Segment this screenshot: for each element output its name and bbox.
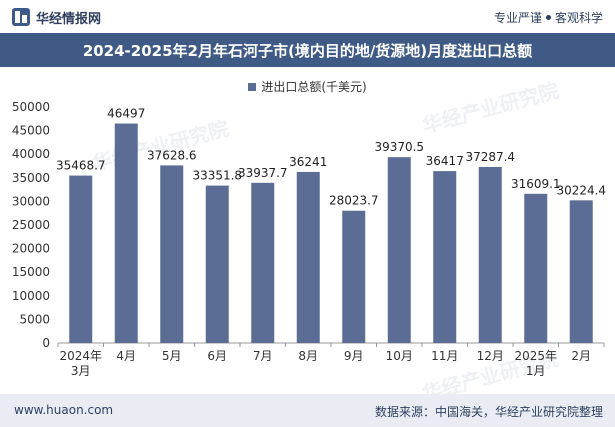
y-tick-label: 40000 [12, 147, 50, 161]
footer: www.huaon.com 数据来源：中国海关，华经产业研究院整理 [0, 394, 615, 427]
bar [387, 157, 411, 343]
bar-value-label: 46497 [107, 107, 145, 121]
x-tick-label: 5月 [162, 349, 182, 363]
bar-value-label: 31609.1 [511, 177, 561, 191]
bar-value-label: 30224.4 [556, 183, 606, 197]
y-tick-label: 15000 [12, 265, 50, 279]
x-tick-label: 12月 [477, 349, 504, 363]
x-tick-label-line: 5月 [162, 349, 182, 363]
tagline: 专业严谨 客观科学 [494, 9, 603, 26]
x-tick-label: 2024年 3月 [59, 349, 102, 378]
legend-swatch [248, 82, 257, 91]
x-tick-label-line: 1月 [526, 364, 546, 378]
x-tick-label-line: 6月 [207, 349, 227, 363]
y-tick-label: 45000 [12, 124, 50, 138]
bar [114, 123, 138, 343]
bar-value-label: 28023.7 [329, 194, 379, 208]
bar [296, 171, 320, 343]
bar [251, 182, 275, 343]
x-tick-label: 9月 [344, 349, 364, 363]
bar-value-label: 36241 [289, 155, 327, 169]
y-tick-label: 10000 [12, 289, 50, 303]
x-tick-label-line: 4月 [116, 349, 136, 363]
x-tick-label: 6月 [207, 349, 227, 363]
bar-value-label: 37628.6 [147, 148, 197, 162]
x-tick-label: 10月 [386, 349, 413, 363]
x-tick-label-line: 2025年 [514, 349, 557, 363]
y-tick-label: 35000 [12, 171, 50, 185]
footer-website[interactable]: www.huaon.com [14, 403, 114, 417]
top-bar: 华经情报网 专业严谨 客观科学 [0, 0, 615, 33]
bar-value-label: 33351.8 [192, 169, 242, 183]
bar [433, 171, 457, 343]
x-tick-label: 8月 [298, 349, 318, 363]
x-tick-label: 2025年 1月 [514, 349, 557, 378]
y-tick-label: 50000 [12, 100, 50, 114]
bar-value-label: 39370.5 [374, 140, 424, 154]
bar [69, 175, 93, 343]
bar [205, 185, 229, 343]
x-tick-label: 7月 [253, 349, 273, 363]
bar [569, 200, 593, 343]
x-tick-label-line: 9月 [344, 349, 364, 363]
x-tick-label-line: 3月 [71, 364, 91, 378]
x-tick-label-line: 11月 [431, 349, 458, 363]
x-tick-label: 11月 [431, 349, 458, 363]
bar [160, 165, 184, 343]
bar-value-label: 35468.7 [56, 159, 106, 173]
footer-source: 数据来源：中国海关，华经产业研究院整理 [374, 405, 603, 419]
chart-title: 2024-2025年2月年石河子市(境内目的地/货源地)月度进出口总额 [0, 33, 615, 67]
bar-chart: 0 5000 10000 15000 20000 25000 30000 35000 40000… [12, 100, 606, 378]
bar [342, 210, 366, 343]
y-tick-label: 30000 [12, 194, 50, 208]
y-tick-label: 25000 [12, 218, 50, 232]
x-tick-label-line: 12月 [477, 349, 504, 363]
x-tick-label-line: 10月 [386, 349, 413, 363]
legend: 进出口总额(千美元) [0, 78, 615, 95]
tagline-left: 专业严谨 [493, 11, 542, 25]
x-tick-label-line: 8月 [298, 349, 318, 363]
x-tick-label-line: 2月 [571, 349, 591, 363]
tagline-right: 客观科学 [554, 11, 603, 25]
brand-logo-icon [12, 8, 30, 26]
brand: 华经情报网 [12, 8, 102, 27]
tagline-dot-icon [545, 15, 551, 20]
y-tick-label: 20000 [12, 242, 50, 256]
x-tick-label-line: 2024年 [59, 349, 102, 363]
x-tick-label: 2月 [571, 349, 591, 363]
y-tick-label: 0 [42, 336, 50, 350]
y-tick-label: 5000 [19, 312, 50, 326]
bar-value-label: 33937.7 [238, 166, 288, 180]
bar-value-label: 37287.4 [465, 150, 515, 164]
brand-name: 华经情报网 [36, 11, 102, 27]
bar [524, 193, 548, 343]
x-tick-label: 4月 [116, 349, 136, 363]
x-tick-label-line: 7月 [253, 349, 273, 363]
bar-value-label: 36417 [426, 154, 464, 168]
bar [478, 167, 502, 343]
legend-label: 进出口总额(千美元) [261, 80, 367, 94]
